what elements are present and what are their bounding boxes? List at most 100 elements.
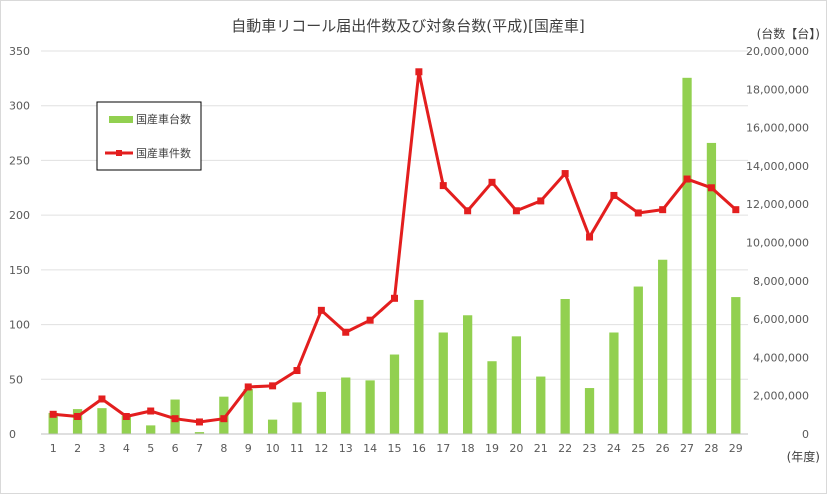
- bar: [341, 377, 351, 434]
- legend-line-label: 国産車件数: [136, 146, 191, 160]
- bar: [706, 142, 717, 435]
- x-tick-label: 28: [704, 442, 718, 455]
- line-marker: [707, 184, 715, 192]
- left-y-tick-label: 0: [9, 428, 16, 441]
- x-tick-label: 23: [583, 442, 597, 455]
- left-y-tick-label: 200: [9, 209, 30, 222]
- line-marker: [244, 383, 252, 391]
- line-marker: [732, 206, 740, 214]
- bar: [511, 336, 522, 434]
- right-y-tick-label: 6,000,000: [753, 313, 809, 326]
- line-marker: [342, 328, 350, 336]
- right-y-tick-label: 0: [802, 428, 809, 441]
- chart-title: 自動車リコール届出件数及び対象台数(平成)[国産車]: [231, 17, 584, 35]
- x-tick-label: 7: [196, 442, 203, 455]
- right-axis-unit: (台数【台】): [757, 26, 820, 41]
- line-marker: [683, 175, 691, 183]
- right-y-tick-label: 16,000,000: [746, 122, 809, 135]
- x-tick-label: 14: [363, 442, 377, 455]
- x-tick-label: 29: [729, 442, 743, 455]
- line-layer: [49, 68, 740, 426]
- x-tick-label: 16: [412, 442, 426, 455]
- line-marker: [464, 207, 472, 215]
- line-marker: [586, 233, 594, 241]
- line-marker: [415, 68, 423, 76]
- bar: [243, 388, 253, 434]
- left-y-tick-label: 150: [9, 264, 30, 277]
- bar: [121, 415, 131, 434]
- right-y-tick-label: 2,000,000: [753, 390, 809, 403]
- line-marker: [49, 410, 57, 418]
- bar: [609, 332, 619, 434]
- bar: [584, 388, 595, 434]
- bar: [560, 298, 570, 434]
- line-marker: [98, 395, 106, 403]
- bar: [316, 391, 326, 434]
- x-tick-label: 26: [656, 442, 670, 455]
- bar: [292, 402, 302, 434]
- bar: [389, 354, 400, 434]
- x-tick-label: 8: [220, 442, 227, 455]
- line-marker: [488, 178, 496, 186]
- bar: [267, 419, 278, 434]
- bar: [438, 332, 448, 434]
- x-axis-unit: (年度): [787, 449, 820, 464]
- line-marker: [391, 294, 398, 302]
- line-marker: [366, 316, 374, 324]
- x-tick-label: 6: [172, 442, 179, 455]
- right-y-tick-label: 8,000,000: [753, 275, 809, 288]
- x-tick-label: 5: [147, 442, 154, 455]
- bar: [146, 425, 156, 434]
- left-y-tick-label: 350: [9, 45, 30, 58]
- legend-bar-swatch: [109, 116, 133, 123]
- left-y-tick-label: 50: [9, 373, 23, 386]
- x-tick-label: 11: [290, 442, 304, 455]
- bar: [487, 361, 497, 434]
- bars-layer: [48, 77, 741, 435]
- right-y-tick-label: 4,000,000: [753, 351, 809, 364]
- line-marker: [634, 209, 642, 217]
- legend: 国産車台数 国産車件数: [96, 101, 202, 171]
- bar: [97, 408, 107, 434]
- bar: [48, 412, 58, 434]
- legend-box: [96, 101, 202, 171]
- bar: [463, 315, 473, 434]
- line-marker: [610, 191, 618, 199]
- bar: [414, 299, 424, 434]
- x-tick-label: 13: [339, 442, 353, 455]
- x-tick-label: 27: [680, 442, 694, 455]
- x-tick-label: 20: [509, 442, 523, 455]
- x-tick-label: 18: [461, 442, 475, 455]
- x-tick-label: 1: [50, 442, 57, 455]
- line-marker: [269, 382, 277, 390]
- right-y-tick-label: 14,000,000: [746, 160, 809, 173]
- x-tick-label: 12: [314, 442, 328, 455]
- line-marker: [561, 170, 569, 178]
- legend-bar-label: 国産車台数: [136, 112, 191, 126]
- right-y-tick-label: 12,000,000: [746, 198, 809, 211]
- line-marker: [220, 415, 228, 423]
- line-marker: [74, 412, 82, 420]
- line-marker: [317, 306, 325, 314]
- line-marker: [512, 207, 520, 215]
- x-tick-label: 19: [485, 442, 499, 455]
- left-y-tick-label: 100: [9, 319, 30, 332]
- left-y-tick-label: 250: [9, 154, 30, 167]
- x-tick-label: 15: [388, 442, 402, 455]
- x-tick-label: 22: [558, 442, 572, 455]
- left-y-tick-label: 300: [9, 100, 30, 113]
- line-marker: [439, 182, 447, 190]
- x-tick-label: 3: [98, 442, 105, 455]
- bar: [633, 286, 643, 434]
- x-tick-label: 9: [245, 442, 252, 455]
- line-marker: [171, 415, 179, 423]
- x-tick-label: 21: [534, 442, 548, 455]
- bar: [536, 376, 546, 434]
- line-marker: [195, 418, 203, 426]
- line-marker: [293, 367, 301, 375]
- right-y-tick-label: 10,000,000: [746, 237, 809, 250]
- line-marker: [659, 206, 667, 214]
- bar: [194, 432, 205, 434]
